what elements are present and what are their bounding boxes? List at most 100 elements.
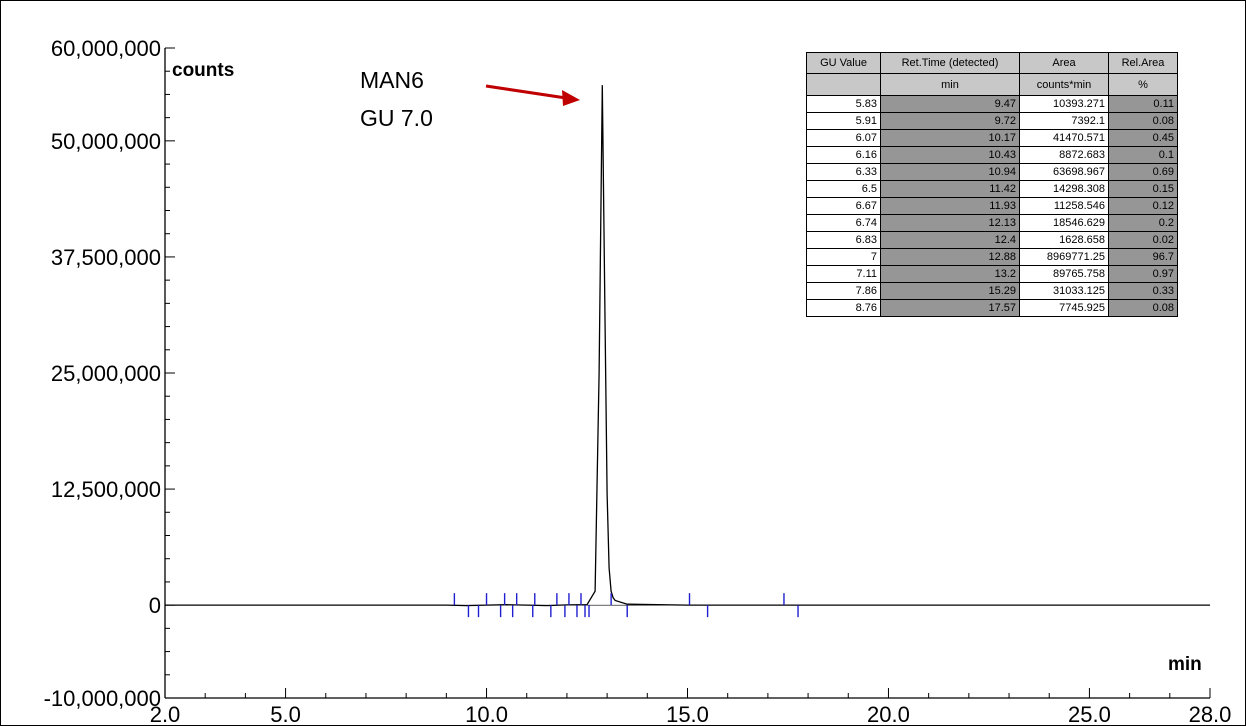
peak-annotation-gu: GU 7.0 — [360, 105, 433, 131]
cell-area: 7745.925 — [1019, 299, 1109, 317]
table-row: 7 12.88 8969771.25 96.7 — [806, 248, 1178, 266]
cell-rel-area: 0.1 — [1108, 146, 1178, 164]
cell-ret-time: 10.94 — [880, 163, 1020, 181]
annotation-arrow — [485, 84, 580, 106]
header-ret-time: Ret.Time (detected) — [880, 52, 1020, 74]
x-tick-label: 15.0 — [666, 702, 709, 726]
x-unit-label: min — [1168, 654, 1202, 675]
cell-ret-time: 10.17 — [880, 129, 1020, 147]
cell-gu-value: 6.74 — [806, 214, 881, 232]
table-row: 5.83 9.47 10393.271 0.11 — [806, 95, 1178, 113]
table-row: 7.11 13.2 89765.758 0.97 — [806, 265, 1178, 283]
header-rel-area: Rel.Area — [1108, 52, 1178, 74]
cell-gu-value: 6.07 — [806, 129, 881, 147]
y-tick-label: 60,000,000 — [51, 36, 161, 61]
cell-gu-value: 6.33 — [806, 163, 881, 181]
cell-area: 8969771.25 — [1019, 248, 1109, 266]
cell-rel-area: 0.11 — [1108, 95, 1178, 113]
header-area: Area — [1019, 52, 1109, 74]
cell-rel-area: 0.45 — [1108, 129, 1178, 147]
table-units-row: min counts*min % — [806, 73, 1178, 96]
cell-ret-time: 12.13 — [880, 214, 1020, 232]
cell-ret-time: 11.42 — [880, 180, 1020, 198]
table-row: 5.91 9.72 7392.1 0.08 — [806, 112, 1178, 130]
cell-rel-area: 0.33 — [1108, 282, 1178, 300]
x-tick-label: 25.0 — [1068, 702, 1111, 726]
cell-area: 41470.571 — [1019, 129, 1109, 147]
table-row: 6.33 10.94 63698.967 0.69 — [806, 163, 1178, 181]
cell-ret-time: 12.4 — [880, 231, 1020, 249]
unit-area: counts*min — [1019, 73, 1109, 96]
x-tick-label: 5.0 — [270, 702, 301, 726]
table-row: 7.86 15.29 31033.125 0.33 — [806, 282, 1178, 300]
table-row: 8.76 17.57 7745.925 0.08 — [806, 299, 1178, 317]
unit-ret-time: min — [880, 73, 1020, 96]
cell-ret-time: 15.29 — [880, 282, 1020, 300]
cell-gu-value: 5.91 — [806, 112, 881, 130]
cell-area: 89765.758 — [1019, 265, 1109, 283]
peak-table: GU Value Ret.Time (detected) Area Rel.Ar… — [806, 52, 1178, 317]
cell-gu-value: 6.83 — [806, 231, 881, 249]
y-tick-label: 37,500,000 — [51, 245, 161, 270]
cell-ret-time: 17.57 — [880, 299, 1020, 317]
table-row: 6.5 11.42 14298.308 0.15 — [806, 180, 1178, 198]
cell-gu-value: 6.16 — [806, 146, 881, 164]
y-tick-label: 25,000,000 — [51, 361, 161, 386]
cell-ret-time: 9.72 — [880, 112, 1020, 130]
header-gu-value: GU Value — [806, 52, 881, 74]
table-row: 6.07 10.17 41470.571 0.45 — [806, 129, 1178, 147]
cell-gu-value: 8.76 — [806, 299, 881, 317]
y-tick-label: 50,000,000 — [51, 129, 161, 154]
cell-gu-value: 6.67 — [806, 197, 881, 215]
cell-area: 31033.125 — [1019, 282, 1109, 300]
x-tick-label: 2.0 — [150, 702, 181, 726]
cell-rel-area: 96.7 — [1108, 248, 1178, 266]
y-tick-label: 12,500,000 — [51, 477, 161, 502]
cell-rel-area: 0.97 — [1108, 265, 1178, 283]
cell-area: 11258.546 — [1019, 197, 1109, 215]
cell-gu-value: 5.83 — [806, 95, 881, 113]
cell-ret-time: 10.43 — [880, 146, 1020, 164]
cell-ret-time: 13.2 — [880, 265, 1020, 283]
cell-rel-area: 0.2 — [1108, 214, 1178, 232]
unit-rel-area: % — [1108, 73, 1178, 96]
x-tick-label: 20.0 — [867, 702, 910, 726]
cell-area: 63698.967 — [1019, 163, 1109, 181]
cell-ret-time: 11.93 — [880, 197, 1020, 215]
cell-gu-value: 7 — [806, 248, 881, 266]
table-row: 6.16 10.43 8872.683 0.1 — [806, 146, 1178, 164]
peak-annotation-name: MAN6 — [360, 67, 424, 93]
cell-rel-area: 0.08 — [1108, 112, 1178, 130]
cell-area: 1628.658 — [1019, 231, 1109, 249]
chromatogram-trace — [165, 85, 1210, 607]
table-body: 5.83 9.47 10393.271 0.11 5.91 9.72 7392.1 0.08 6… — [806, 95, 1178, 317]
cell-area: 18546.629 — [1019, 214, 1109, 232]
y-unit-label: counts — [172, 60, 234, 81]
cell-rel-area: 0.12 — [1108, 197, 1178, 215]
cell-gu-value: 7.86 — [806, 282, 881, 300]
peak-table-container: GU Value Ret.Time (detected) Area Rel.Ar… — [806, 52, 1178, 317]
table-row: 6.74 12.13 18546.629 0.2 — [806, 214, 1178, 232]
table-row: 6.67 11.93 11258.546 0.12 — [806, 197, 1178, 215]
peak-markers — [453, 593, 799, 618]
x-axis-ticks: 2.0 5.0 10.0 15.0 20.0 25.0 28.0 — [150, 688, 1232, 726]
x-tick-label: 28.0 — [1189, 702, 1232, 726]
table-header-row: GU Value Ret.Time (detected) Area Rel.Ar… — [806, 52, 1178, 74]
cell-rel-area: 0.69 — [1108, 163, 1178, 181]
cell-area: 10393.271 — [1019, 95, 1109, 113]
y-tick-label: 0 — [149, 593, 161, 618]
cell-rel-area: 0.02 — [1108, 231, 1178, 249]
cell-gu-value: 7.11 — [806, 265, 881, 283]
cell-gu-value: 6.5 — [806, 180, 881, 198]
cell-area: 7392.1 — [1019, 112, 1109, 130]
cell-rel-area: 0.08 — [1108, 299, 1178, 317]
unit-gu-value — [806, 73, 881, 96]
cell-ret-time: 12.88 — [880, 248, 1020, 266]
cell-rel-area: 0.15 — [1108, 180, 1178, 198]
cell-area: 8872.683 — [1019, 146, 1109, 164]
cell-area: 14298.308 — [1019, 180, 1109, 198]
y-axis-ticks: 60,000,000 50,000,000 37,500,000 25,000,000… — [44, 36, 175, 711]
y-tick-label: -10,000,000 — [44, 686, 161, 711]
cell-ret-time: 9.47 — [880, 95, 1020, 113]
